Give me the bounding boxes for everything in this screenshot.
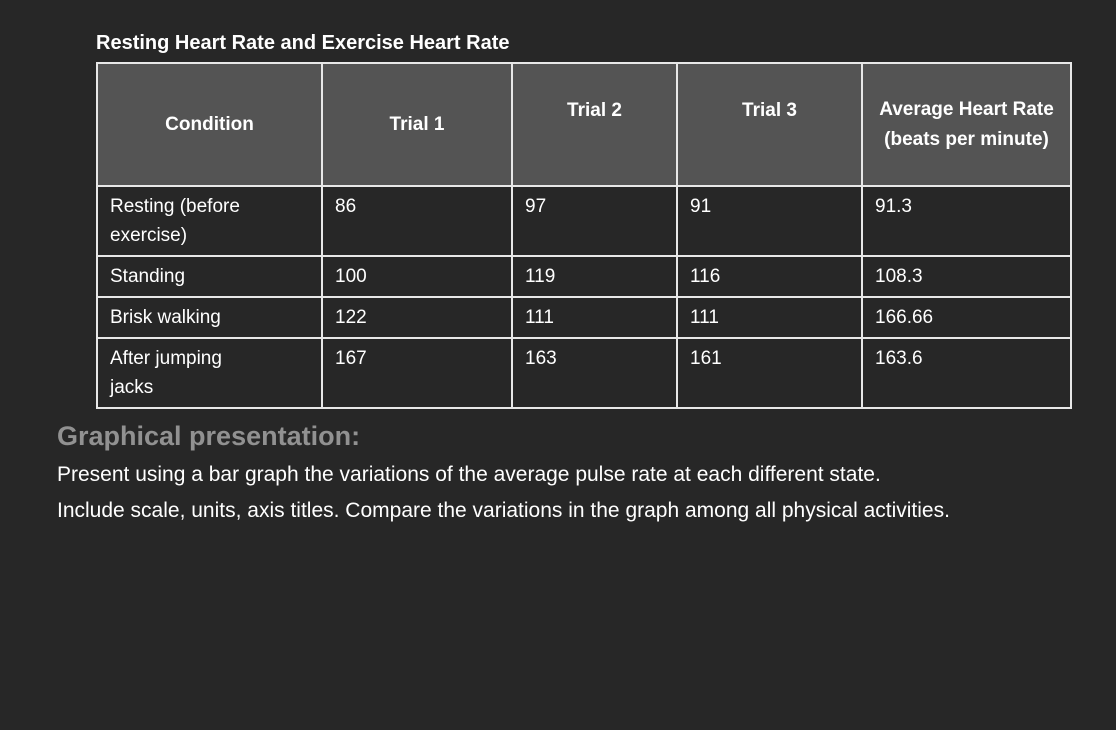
table-row: Resting (before exercise) 86 97 91 91.3 — [96, 185, 1072, 257]
table-title: Resting Heart Rate and Exercise Heart Ra… — [96, 32, 510, 54]
graphical-presentation-heading: Graphical presentation: — [57, 421, 361, 451]
cell-trial-1: 100 — [321, 255, 513, 298]
cell-average: 108.3 — [861, 255, 1072, 298]
cell-condition: Standing — [96, 255, 323, 298]
cell-trial-3: 91 — [676, 185, 863, 257]
header-cell-trial-1: Trial 1 — [321, 62, 513, 187]
cell-trial-2: 163 — [511, 337, 678, 409]
header-cell-trial-3: Trial 3 — [676, 62, 863, 187]
table-row: After jumping jacks 167 163 161 163.6 — [96, 337, 1072, 409]
cell-trial-3: 116 — [676, 255, 863, 298]
table-row: Brisk walking 122 111 111 166.66 — [96, 296, 1072, 339]
heart-rate-table: Condition Trial 1 Trial 2 Trial 3 Averag… — [96, 62, 1072, 409]
instruction-line-1: Present using a bar graph the variations… — [57, 463, 881, 486]
cell-condition: After jumping jacks — [96, 337, 323, 409]
header-cell-average-heart-rate: Average Heart Rate (beats per minute) — [861, 62, 1072, 187]
cell-trial-1: 86 — [321, 185, 513, 257]
header-cell-trial-2: Trial 2 — [511, 62, 678, 187]
cell-average: 163.6 — [861, 337, 1072, 409]
cell-trial-2: 111 — [511, 296, 678, 339]
cell-condition: Resting (before exercise) — [96, 185, 323, 257]
cell-average: 91.3 — [861, 185, 1072, 257]
cell-trial-1: 122 — [321, 296, 513, 339]
instruction-line-2: Include scale, units, axis titles. Compa… — [57, 499, 950, 522]
cell-average: 166.66 — [861, 296, 1072, 339]
header-cell-condition: Condition — [96, 62, 323, 187]
cell-trial-3: 161 — [676, 337, 863, 409]
table-header-row: Condition Trial 1 Trial 2 Trial 3 Averag… — [96, 62, 1072, 187]
table-row: Standing 100 119 116 108.3 — [96, 255, 1072, 298]
cell-condition: Brisk walking — [96, 296, 323, 339]
cell-trial-1: 167 — [321, 337, 513, 409]
cell-trial-2: 119 — [511, 255, 678, 298]
cell-trial-2: 97 — [511, 185, 678, 257]
cell-trial-3: 111 — [676, 296, 863, 339]
